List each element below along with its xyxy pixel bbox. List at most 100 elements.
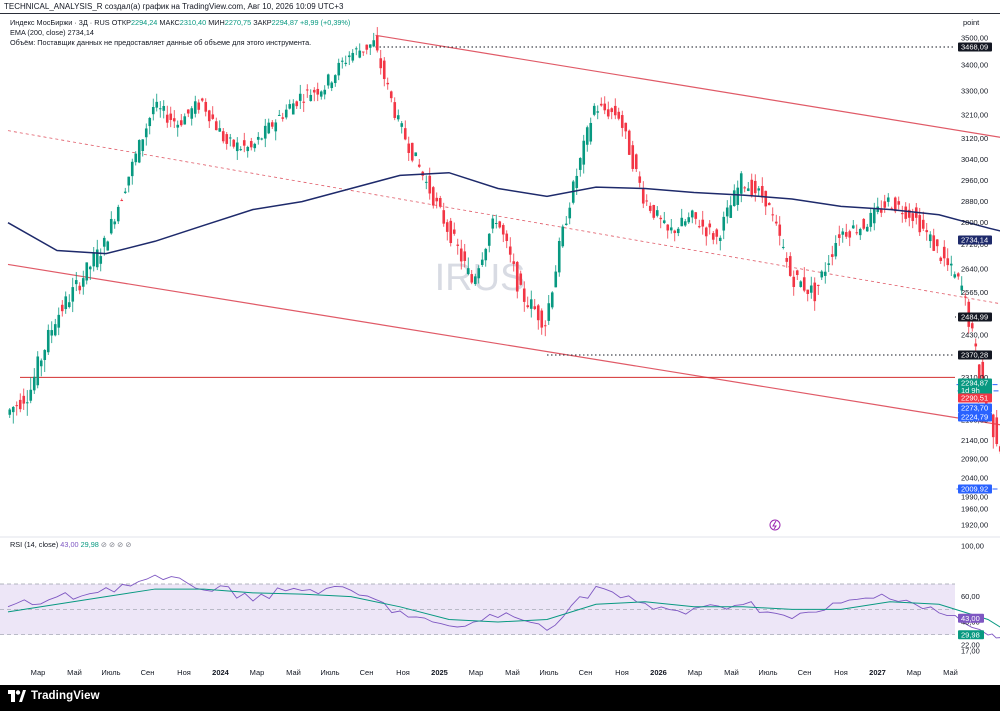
x-axis-tick-label: Июль [320, 668, 339, 677]
candle-body [732, 190, 736, 207]
candle-body [617, 111, 621, 119]
price-label: 2734,14 [961, 236, 988, 245]
ema-label[interactable]: EMA (200, close) [10, 28, 66, 37]
low-value: 2270,75 [224, 18, 252, 27]
tradingview-logo[interactable]: TradingView [8, 690, 100, 702]
y-axis-tick-label: 2640,00 [961, 265, 988, 274]
ema-line [7, 171, 1000, 255]
candle-body [46, 329, 50, 353]
candle-body [519, 273, 523, 285]
candle-body [939, 257, 943, 262]
x-axis-tick-label: Ноя [396, 668, 410, 677]
candle-body [851, 225, 855, 229]
candle-body [32, 376, 36, 391]
candle-body [330, 82, 334, 89]
candle-body [837, 234, 841, 238]
candle-body [302, 101, 306, 103]
y-axis-tick-label: 2960,00 [961, 176, 988, 185]
candle-body [960, 285, 964, 291]
candle-body [267, 122, 271, 134]
candle-body [382, 60, 386, 80]
symbol-name[interactable]: Индекс МосБиржи · 3Д · RUS [10, 18, 110, 27]
candle-body [708, 223, 712, 228]
candle-body [494, 223, 498, 225]
rsi-visibility-icons[interactable]: ⊘ ⊘ ⊘ ⊘ [100, 540, 132, 549]
candle-body [582, 140, 586, 165]
candle-body [123, 191, 127, 193]
candle-body [869, 212, 873, 227]
event-marker-bolt [772, 520, 777, 530]
candle-body [648, 205, 652, 211]
candle-body [774, 221, 778, 224]
price-label-box [958, 378, 992, 395]
x-axis-tick-label: 2025 [431, 668, 448, 677]
rsi-axis-tick-label: 22,00 [961, 640, 980, 649]
candle-body [158, 108, 162, 110]
price-label: 2484,99 [961, 313, 988, 322]
candle-body [410, 142, 414, 161]
candle-body [162, 106, 166, 111]
candle-body [897, 201, 901, 205]
x-axis-tick-label: Май [943, 668, 958, 677]
x-axis-tick-label: Ноя [834, 668, 848, 677]
rsi-value-box [958, 613, 984, 623]
candle-body [137, 140, 141, 163]
candle-body [480, 259, 484, 265]
rsi-label[interactable]: RSI (14, close) [10, 540, 59, 549]
candle-body [71, 287, 75, 302]
candle-body [669, 227, 673, 231]
candle-body [802, 277, 806, 291]
candle-body [760, 186, 764, 198]
candle-body [827, 263, 831, 265]
candle-body [456, 244, 460, 246]
candle-body [599, 103, 603, 106]
candle-body [361, 51, 365, 53]
x-axis-tick-label: Май [67, 668, 82, 677]
candle-body [529, 299, 533, 309]
candle-body [393, 102, 397, 118]
candle-body [620, 115, 624, 128]
candle-body [256, 136, 260, 140]
candle-body [368, 44, 372, 48]
candle-body [22, 395, 26, 404]
candle-body [981, 361, 985, 392]
candle-body [855, 232, 859, 234]
y-axis-tick-label: 2040,00 [961, 473, 988, 482]
candle-body [662, 220, 666, 224]
candle-body [834, 243, 838, 257]
y-axis-tick-label: 3120,00 [961, 134, 988, 143]
candle-body [596, 111, 600, 113]
candle-body [942, 246, 946, 259]
candle-body [589, 122, 593, 142]
candle-body [928, 234, 932, 242]
y-axis-tick-label: 1960,00 [961, 504, 988, 513]
event-marker-icon[interactable] [769, 519, 781, 531]
y-axis-tick-label: 2800,00 [961, 218, 988, 227]
candle-body [116, 206, 120, 222]
candle-body [505, 233, 509, 242]
candle-body [99, 256, 103, 264]
candle-body [176, 124, 180, 128]
candle-body [218, 128, 222, 132]
candle-body [452, 229, 456, 234]
rsi-axis-tick-label: 100,00 [961, 542, 984, 551]
y-axis-tick-label: 1920,00 [961, 521, 988, 530]
candle-body [221, 131, 225, 142]
price-label-box [958, 235, 992, 245]
candle-body [554, 271, 558, 288]
price-chart[interactable]: IRUS3500,003400,003300,003210,003120,003… [0, 0, 1000, 685]
y-axis-tick-label: 3300,00 [961, 87, 988, 96]
candle-body [921, 219, 925, 229]
candle-body [498, 221, 502, 228]
candle-body [736, 187, 740, 205]
candle-body [25, 402, 29, 404]
candle-body [200, 98, 204, 101]
candle-body [592, 105, 596, 115]
candle-body [414, 152, 418, 157]
candle-body [886, 197, 890, 202]
y-axis-tick-label: 3210,00 [961, 110, 988, 119]
candle-body [806, 289, 810, 294]
price-unit-label[interactable]: point [963, 18, 980, 27]
candle-body [904, 206, 908, 219]
candle-body [655, 210, 659, 216]
